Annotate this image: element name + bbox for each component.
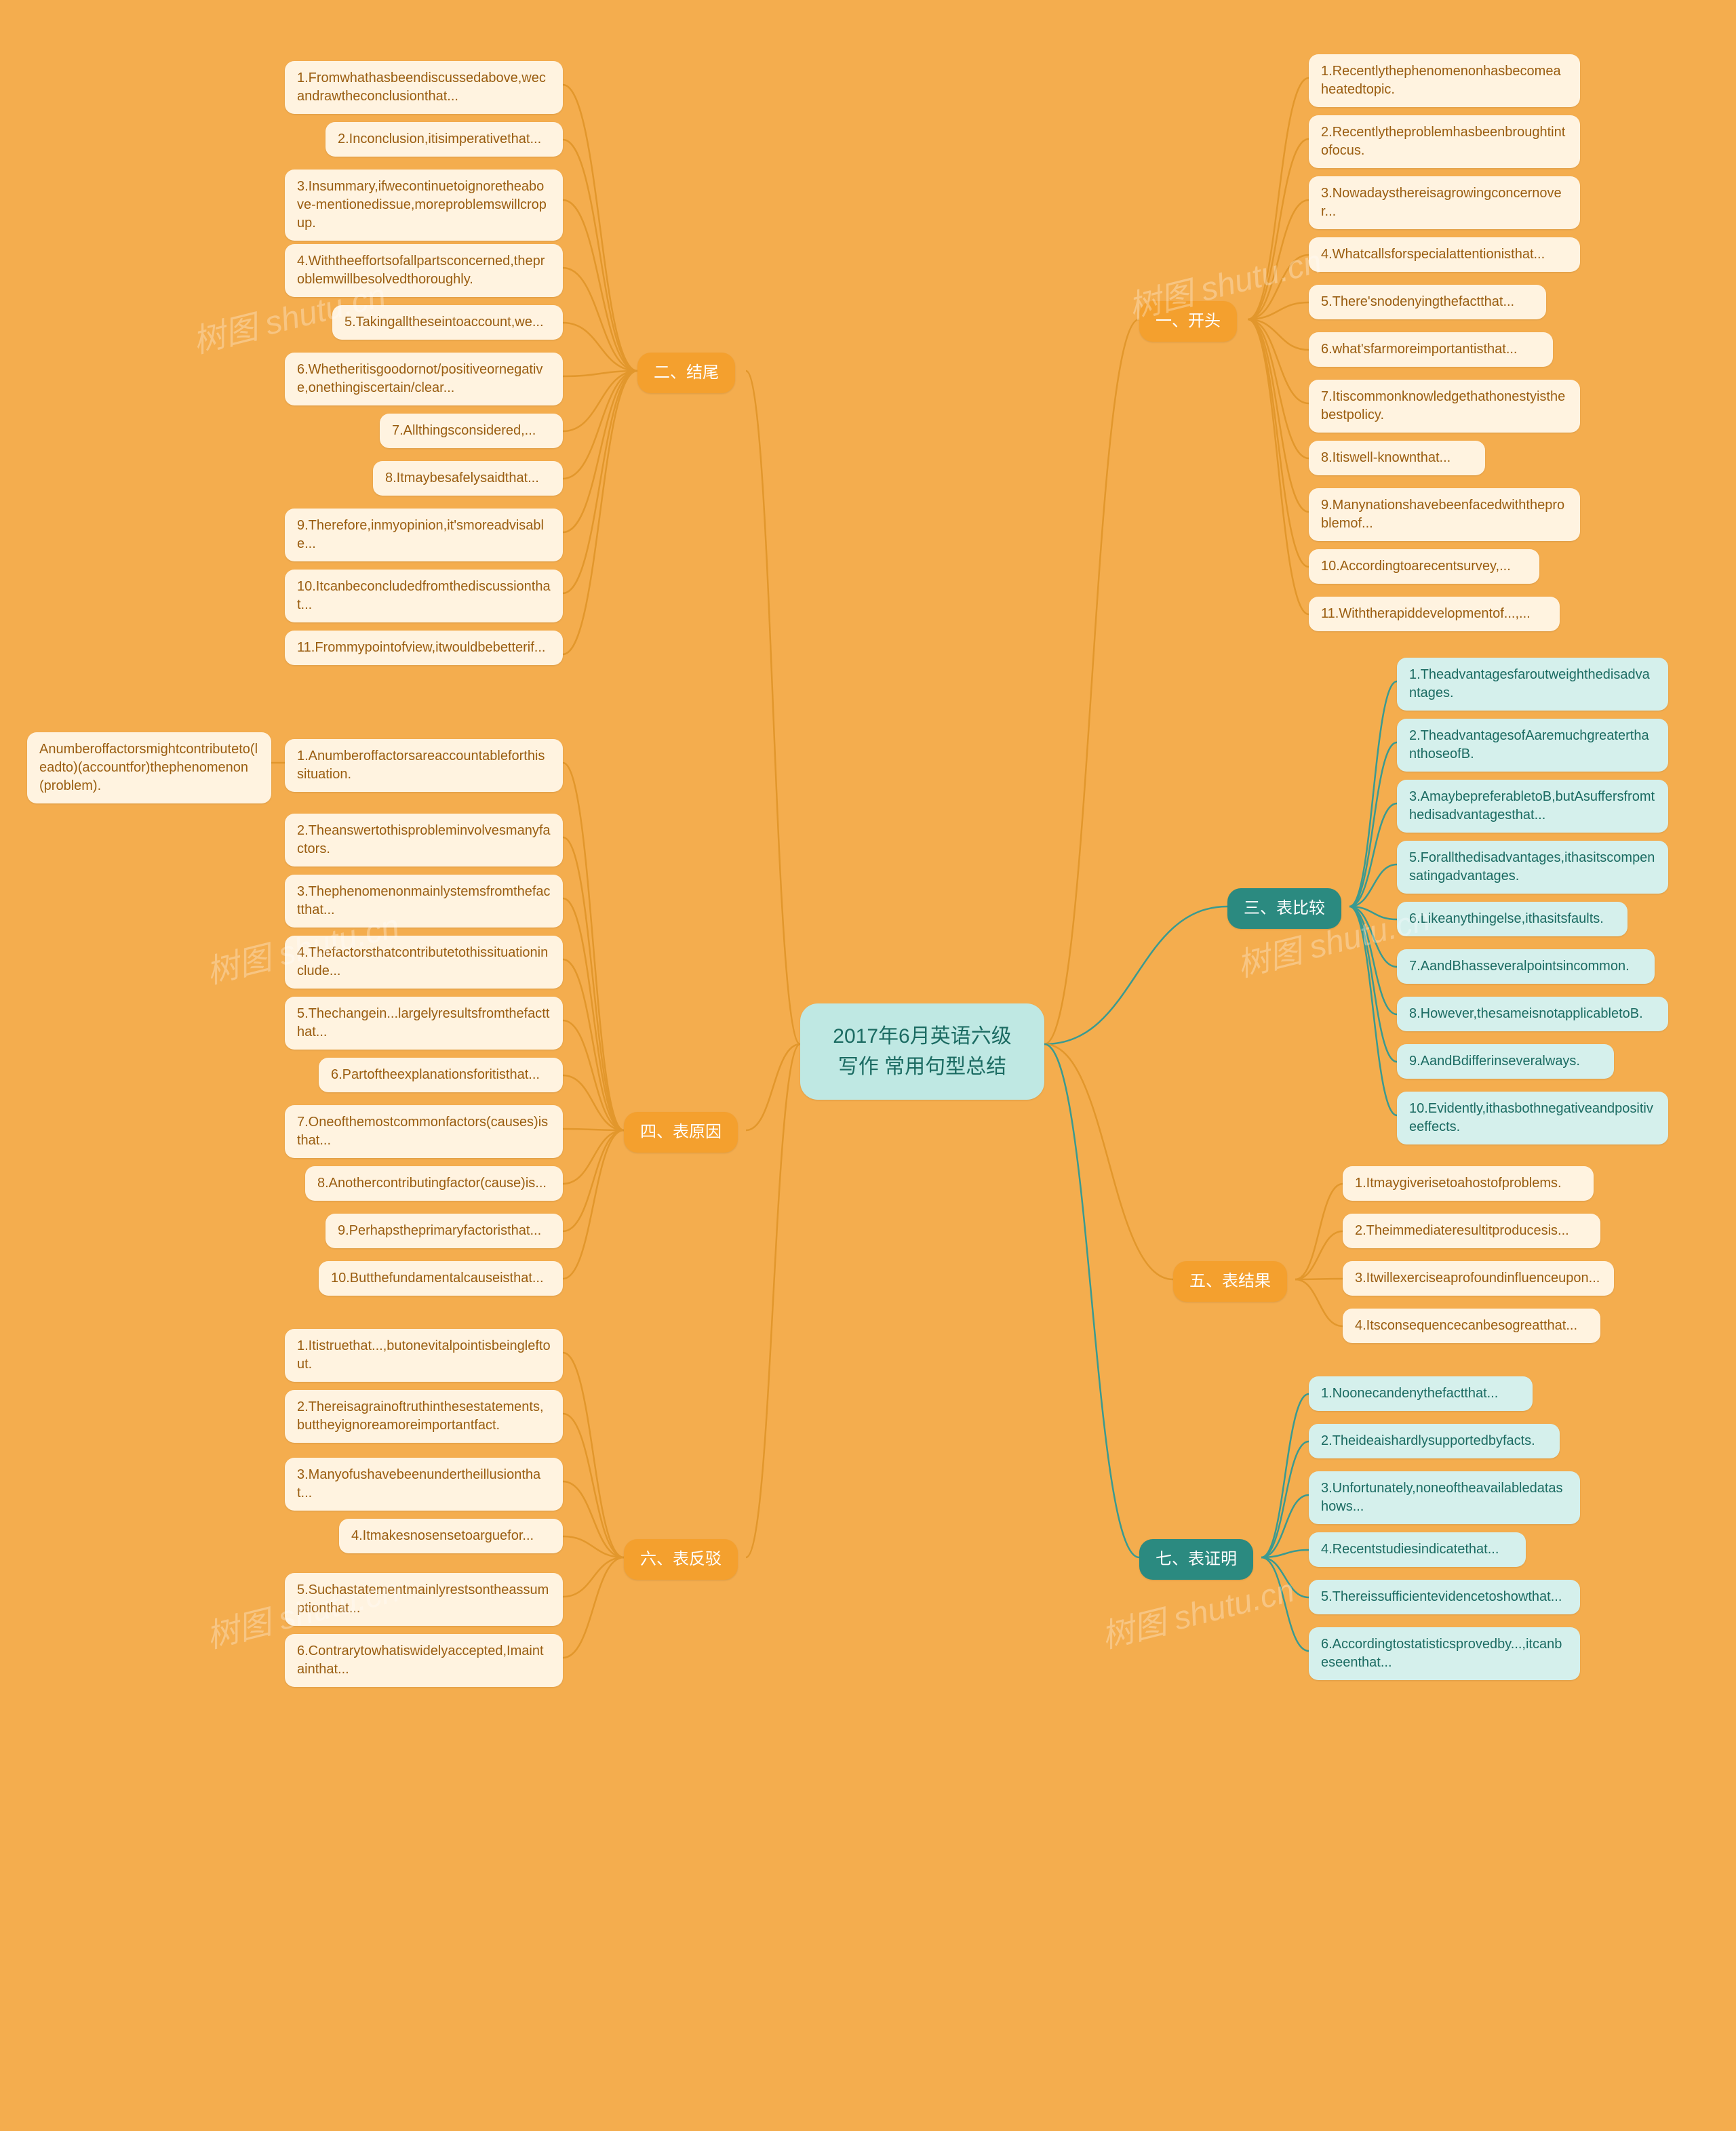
- leaf-node: 4.Itsconsequencecanbesogreatthat...: [1343, 1309, 1600, 1343]
- leaf-node: 4.Whatcallsforspecialattentionisthat...: [1309, 237, 1580, 272]
- leaf-node: 7.Itiscommonknowledgethathonestyisthebes…: [1309, 380, 1580, 433]
- leaf-node: 10.Itcanbeconcludedfromthediscussionthat…: [285, 570, 563, 622]
- leaf-node: 8.Itiswell-knownthat...: [1309, 441, 1485, 475]
- leaf-node: 9.Therefore,inmyopinion,it'smoreadvisabl…: [285, 509, 563, 561]
- leaf-node: 1.Theadvantagesfaroutweighthedisadvantag…: [1397, 658, 1668, 711]
- leaf-node: 3.Nowadaysthereisagrowingconcernover...: [1309, 176, 1580, 229]
- mindmap-canvas: 2017年6月英语六级写作 常用句型总结 一、开头 1.Recentlythephe…: [0, 0, 1736, 2131]
- leaf-node: 2.Inconclusion,itisimperativethat...: [326, 122, 563, 157]
- leaf-node: 2.Theideaishardlysupportedbyfacts.: [1309, 1424, 1560, 1458]
- leaf-node: 4.Withtheeffortsofallpartsconcerned,thep…: [285, 244, 563, 297]
- leaf-node: 7.Allthingsconsidered,...: [380, 414, 563, 448]
- leaf-node: 8.However,thesameisnotapplicabletoB.: [1397, 997, 1668, 1031]
- leaf-node: 7.AandBhasseveralpointsincommon.: [1397, 949, 1655, 984]
- leaf-node: 5.Suchastatementmainlyrestsontheassumpti…: [285, 1573, 563, 1626]
- leaf-node: 7.Oneofthemostcommonfactors(causes)istha…: [285, 1105, 563, 1158]
- leaf-node: 2.TheadvantagesofAaremuchgreaterthanthos…: [1397, 719, 1668, 772]
- category-node: 五、表结果: [1173, 1261, 1287, 1302]
- leaf-node: 10.Accordingtoarecentsurvey,...: [1309, 549, 1539, 584]
- leaf-node: 4.Recentstudiesindicatethat...: [1309, 1532, 1526, 1567]
- leaf-node: 11.Withtherapiddevelopmentof...,...: [1309, 597, 1560, 631]
- category-node: 四、表原因: [624, 1112, 738, 1153]
- leaf-node: 3.Itwillexerciseaprofoundinfluenceupon..…: [1343, 1261, 1614, 1296]
- leaf-node: 8.Itmaybesafelysaidthat...: [373, 461, 563, 496]
- leaf-node: 10.Butthefundamentalcauseisthat...: [319, 1261, 563, 1296]
- leaf-node: 6.Partoftheexplanationsforitisthat...: [319, 1058, 563, 1092]
- leaf-node: 2.Theimmediateresultitproducesis...: [1343, 1214, 1600, 1248]
- leaf-node: 6.what'sfarmoreimportantisthat...: [1309, 332, 1553, 367]
- category-node: 六、表反驳: [624, 1539, 738, 1580]
- leaf-node: 2.Recentlytheproblemhasbeenbroughtintofo…: [1309, 115, 1580, 168]
- category-node: 三、表比较: [1227, 888, 1341, 929]
- leaf-node: 5.Thereissufficientevidencetoshowthat...: [1309, 1580, 1580, 1614]
- leaf-node: 10.Evidently,ithasbothnegativeandpositiv…: [1397, 1092, 1668, 1144]
- leaf-node: 9.AandBdifferinseveralways.: [1397, 1044, 1614, 1079]
- leaf-node: 1.Recentlythephenomenonhasbecomeaheatedt…: [1309, 54, 1580, 107]
- leaf-node: Anumberoffactorsmightcontributeto(leadto…: [27, 732, 271, 803]
- leaf-node: 2.Thereisagrainoftruthinthesestatements,…: [285, 1390, 563, 1443]
- leaf-node: 3.Unfortunately,noneoftheavailabledatash…: [1309, 1471, 1580, 1524]
- leaf-node: 1.Anumberoffactorsareaccountableforthiss…: [285, 739, 563, 792]
- leaf-node: 1.Itmaygiverisetoahostofproblems.: [1343, 1166, 1594, 1201]
- leaf-node: 4.Itmakesnosensetoarguefor...: [339, 1519, 563, 1553]
- leaf-node: 5.Forallthedisadvantages,ithasitscompens…: [1397, 841, 1668, 894]
- leaf-node: 11.Frommypointofview,itwouldbebetterif..…: [285, 631, 563, 665]
- leaf-node: 8.Anothercontributingfactor(cause)is...: [305, 1166, 563, 1201]
- leaf-node: 3.Insummary,ifwecontinuetoignoretheabove…: [285, 170, 563, 241]
- category-node: 七、表证明: [1139, 1539, 1253, 1580]
- leaf-node: 1.Noonecandenythefactthat...: [1309, 1376, 1533, 1411]
- category-node: 一、开头: [1139, 301, 1237, 342]
- leaf-node: 9.Manynationshavebeenfacedwiththeproblem…: [1309, 488, 1580, 541]
- leaf-node: 5.There'snodenyingthefactthat...: [1309, 285, 1546, 319]
- leaf-node: 2.Theanswertothisprobleminvolvesmanyfact…: [285, 814, 563, 867]
- leaf-node: 6.Accordingtostatisticsprovedby...,itcan…: [1309, 1627, 1580, 1680]
- leaf-node: 6.Likeanythingelse,ithasitsfaults.: [1397, 902, 1628, 936]
- leaf-node: 6.Whetheritisgoodornot/positiveornegativ…: [285, 353, 563, 405]
- leaf-node: 3.Thephenomenonmainlystemsfromthefacttha…: [285, 875, 563, 928]
- root-node: 2017年6月英语六级写作 常用句型总结: [800, 1003, 1044, 1100]
- leaf-node: 5.Thechangein...largelyresultsfromthefac…: [285, 997, 563, 1050]
- leaf-node: 5.Takingalltheseintoaccount,we...: [332, 305, 563, 340]
- leaf-node: 9.Perhapstheprimaryfactoristhat...: [326, 1214, 563, 1248]
- leaf-node: 3.Manyofushavebeenundertheillusionthat..…: [285, 1458, 563, 1511]
- leaf-node: 6.Contrarytowhatiswidelyaccepted,Imainta…: [285, 1634, 563, 1687]
- leaf-node: 1.Fromwhathasbeendiscussedabove,wecandra…: [285, 61, 563, 114]
- leaf-node: 3.AmaybepreferabletoB,butAsuffersfromthe…: [1397, 780, 1668, 833]
- leaf-node: 1.Itistruethat...,butonevitalpointisbein…: [285, 1329, 563, 1382]
- category-node: 二、结尾: [637, 353, 735, 393]
- leaf-node: 4.Thefactorsthatcontributetothissituatio…: [285, 936, 563, 989]
